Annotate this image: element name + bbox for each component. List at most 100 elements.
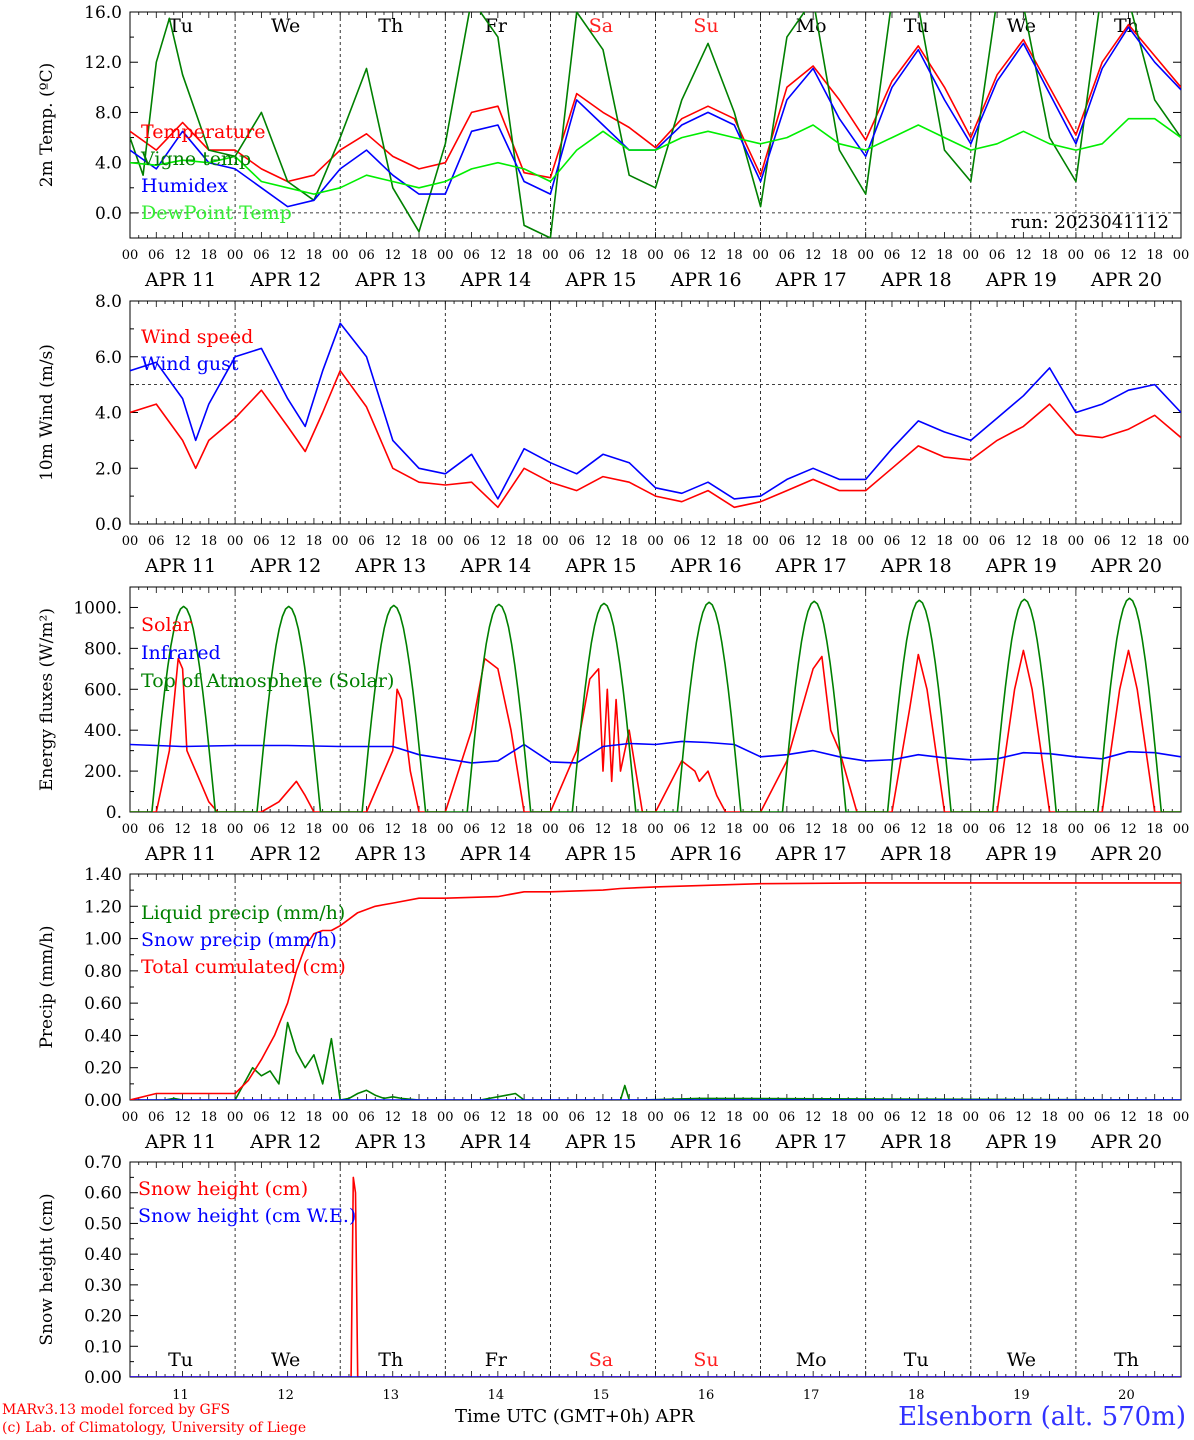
hour-tick-label: 00 bbox=[1068, 1110, 1085, 1125]
date-label: APR 19 bbox=[985, 269, 1057, 291]
y-tick-label: 0.80 bbox=[84, 962, 122, 982]
date-label: APR 14 bbox=[459, 843, 531, 865]
y-axis-label: 10m Wind (m/s) bbox=[37, 344, 57, 481]
hour-tick-label: 18 bbox=[306, 534, 323, 549]
station-name: Elsenborn (alt. 570m) bbox=[898, 1402, 1186, 1432]
y-tick-label: 12.0 bbox=[84, 53, 122, 73]
hour-tick-label: 06 bbox=[1094, 534, 1111, 549]
legend-entry: Snow height (cm) bbox=[138, 1178, 308, 1200]
date-label: APR 17 bbox=[775, 1131, 847, 1153]
date-label: APR 12 bbox=[249, 1131, 321, 1153]
hour-tick-label: 00 bbox=[1173, 534, 1190, 549]
hour-tick-label: 00 bbox=[647, 822, 664, 837]
hour-tick-label: 06 bbox=[674, 248, 691, 263]
date-label: APR 15 bbox=[564, 1131, 636, 1153]
day-name-label: Fr bbox=[485, 15, 508, 37]
hour-tick-label: 00 bbox=[857, 534, 874, 549]
hour-tick-label: 00 bbox=[227, 822, 244, 837]
day-name-label: Th bbox=[378, 1349, 403, 1371]
hour-tick-label: 18 bbox=[831, 1110, 848, 1125]
hour-tick-label: 12 bbox=[910, 534, 927, 549]
hour-tick-label: 00 bbox=[1173, 248, 1190, 263]
hour-tick-label: 18 bbox=[201, 534, 218, 549]
series-line-dewpoint-temp bbox=[130, 117, 1181, 195]
date-label: APR 17 bbox=[775, 843, 847, 865]
date-label: APR 12 bbox=[249, 269, 321, 291]
date-label: APR 18 bbox=[880, 843, 952, 865]
legend-entry: Temperature bbox=[141, 121, 265, 143]
hour-tick-label: 06 bbox=[463, 248, 480, 263]
day-name-label: We bbox=[271, 1349, 300, 1371]
y-axis-label: Energy fluxes (W/m²) bbox=[37, 608, 57, 791]
day-number-label: 19 bbox=[1013, 1388, 1030, 1400]
day-name-label: Tu bbox=[168, 15, 193, 37]
day-name-label: We bbox=[271, 15, 300, 37]
date-label: APR 15 bbox=[564, 555, 636, 577]
date-label: APR 11 bbox=[144, 269, 216, 291]
hour-tick-label: 00 bbox=[857, 248, 874, 263]
hour-tick-label: 12 bbox=[279, 1110, 296, 1125]
date-label: APR 18 bbox=[880, 555, 952, 577]
hour-tick-label: 12 bbox=[700, 534, 717, 549]
hour-tick-label: 06 bbox=[779, 534, 796, 549]
hour-tick-label: 12 bbox=[910, 1110, 927, 1125]
series-group bbox=[130, 1176, 1181, 1377]
day-name-label: Su bbox=[693, 1349, 718, 1371]
hour-tick-label: 18 bbox=[726, 248, 743, 263]
hour-tick-label: 18 bbox=[1041, 1110, 1058, 1125]
y-tick-label: 0.0 bbox=[95, 515, 122, 535]
panel-2: 0.0 2.0 4.0 6.0 8.0 10m Wind (m/s) 00 06 12 18 00 0… bbox=[37, 292, 1189, 577]
hour-tick-label: 18 bbox=[306, 822, 323, 837]
hour-tick-label: 00 bbox=[963, 822, 980, 837]
panel-4: 0.00 0.20 0.40 0.60 0.80 1.00 1.20 1.40 Precip (… bbox=[37, 865, 1189, 1153]
y-tick-label: 0.20 bbox=[84, 1307, 122, 1327]
series-group bbox=[130, 597, 1181, 812]
day-name-label: Th bbox=[1114, 1349, 1139, 1371]
day-number-label: 13 bbox=[382, 1388, 399, 1400]
legend-entry: Liquid precip (mm/h) bbox=[141, 902, 345, 924]
hour-tick-label: 12 bbox=[700, 248, 717, 263]
hour-tick-label: 12 bbox=[279, 822, 296, 837]
hour-tick-label: 00 bbox=[647, 248, 664, 263]
hour-tick-label: 06 bbox=[1094, 1110, 1111, 1125]
series-line-wind-gust bbox=[130, 322, 1181, 500]
hour-tick-label: 12 bbox=[910, 248, 927, 263]
hour-tick-label: 12 bbox=[1120, 248, 1137, 263]
date-label: APR 13 bbox=[354, 1131, 426, 1153]
date-label: APR 14 bbox=[459, 1131, 531, 1153]
series-line-temperature bbox=[130, 23, 1181, 183]
y-tick-label: 0.10 bbox=[84, 1337, 122, 1357]
hour-tick-label: 12 bbox=[1120, 1110, 1137, 1125]
hour-tick-label: 06 bbox=[674, 1110, 691, 1125]
y-axis-label: Snow height (cm) bbox=[37, 1193, 57, 1345]
day-name-label: We bbox=[1007, 1349, 1036, 1371]
legend-entry: Top of Atmosphere (Solar) bbox=[141, 670, 394, 692]
hour-tick-label: 00 bbox=[332, 1110, 349, 1125]
y-tick-label: 1.20 bbox=[84, 897, 122, 917]
date-label: APR 16 bbox=[670, 1131, 742, 1153]
date-label: APR 11 bbox=[144, 843, 216, 865]
day-name-label: Sa bbox=[589, 15, 613, 37]
hour-tick-label: 06 bbox=[674, 534, 691, 549]
hour-tick-label: 06 bbox=[779, 248, 796, 263]
hour-tick-label: 00 bbox=[437, 534, 454, 549]
y-tick-label: 0.40 bbox=[84, 1026, 122, 1046]
date-label: APR 12 bbox=[249, 555, 321, 577]
hour-tick-label: 18 bbox=[621, 822, 638, 837]
series-line-snow-height-cm bbox=[130, 1176, 1181, 1377]
day-name-label: Tu bbox=[904, 1349, 929, 1371]
hour-tick-label: 06 bbox=[463, 822, 480, 837]
meteogram: 0.0 4.0 8.0 12.0 16.0 2m Temp. (ºC) 00 06 12 18 00… bbox=[37, 3, 1190, 1400]
hour-tick-label: 12 bbox=[595, 534, 612, 549]
y-tick-label: 0.30 bbox=[84, 1276, 122, 1296]
date-label: APR 16 bbox=[670, 843, 742, 865]
hour-tick-label: 06 bbox=[568, 248, 585, 263]
date-label: APR 14 bbox=[459, 269, 531, 291]
date-label: APR 13 bbox=[354, 843, 426, 865]
date-label: APR 20 bbox=[1090, 1131, 1162, 1153]
hour-tick-label: 06 bbox=[779, 1110, 796, 1125]
day-name-label: Sa bbox=[589, 1349, 613, 1371]
hour-tick-label: 18 bbox=[411, 1110, 428, 1125]
date-label: APR 15 bbox=[564, 269, 636, 291]
hour-tick-label: 12 bbox=[805, 1110, 822, 1125]
